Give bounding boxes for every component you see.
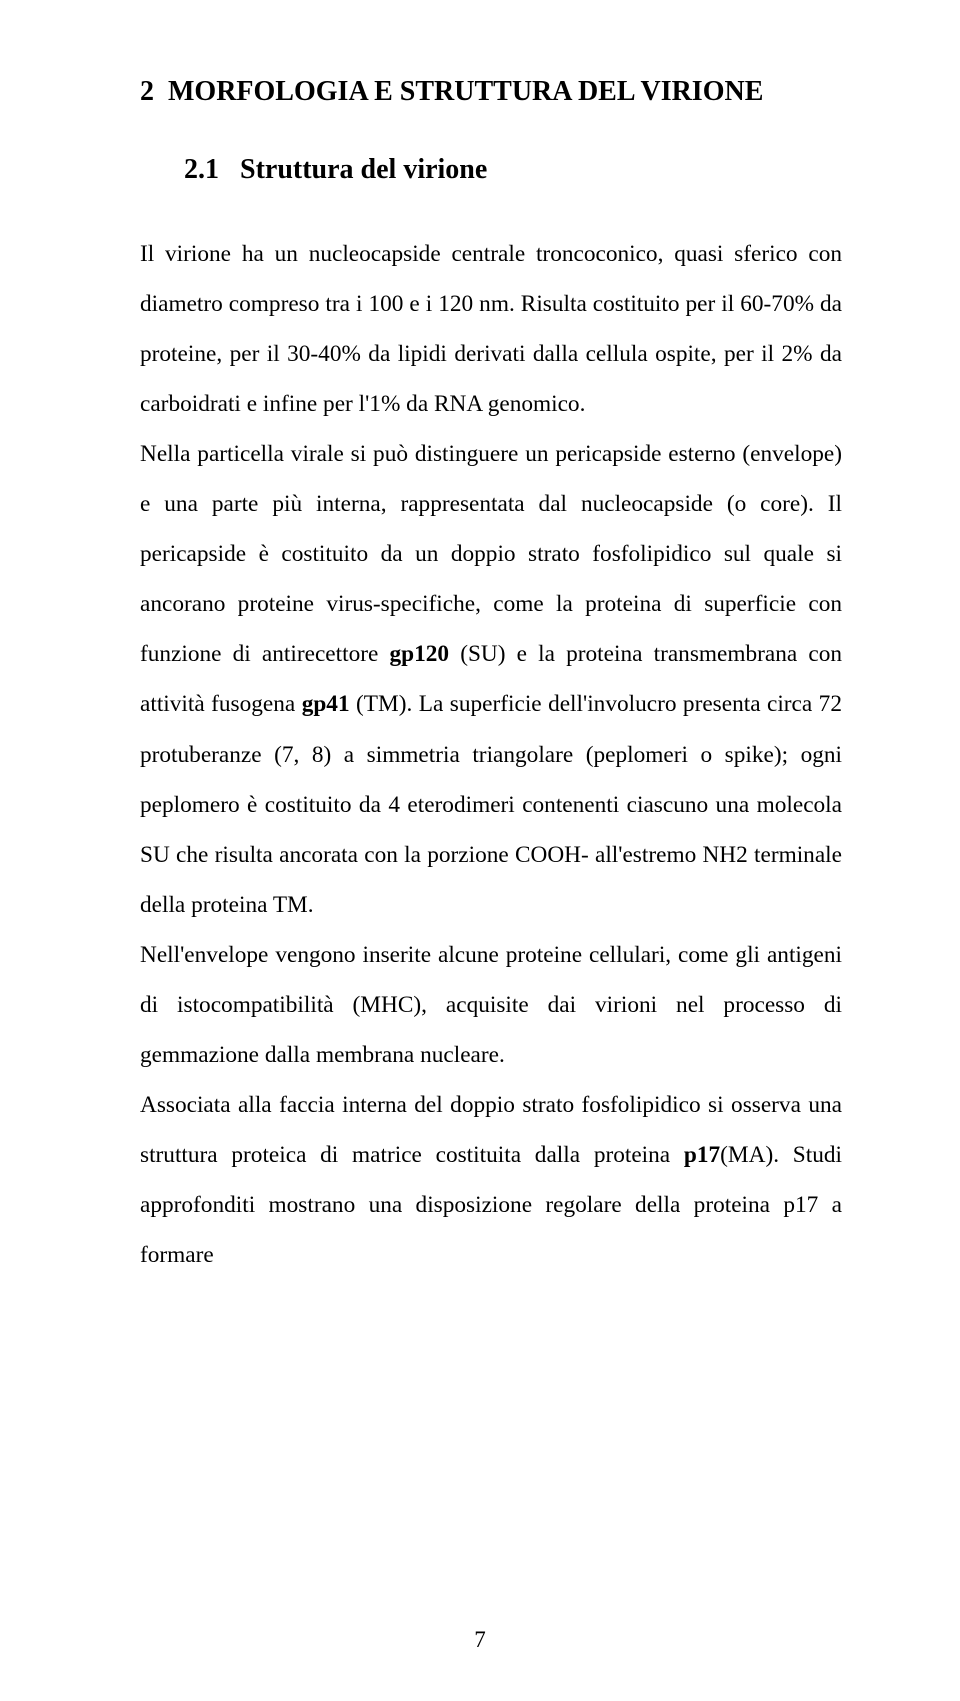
- page-number: 7: [0, 1627, 960, 1653]
- paragraph-2: Nella particella virale si può distingue…: [140, 429, 842, 930]
- section-number: 2.1: [184, 154, 219, 185]
- body-text: Nella particella virale si può distingue…: [140, 441, 842, 667]
- body-text: Il virione ha un nucleocapside centrale …: [140, 241, 842, 417]
- body-text: Nell'envelope vengono inserite alcune pr…: [140, 942, 842, 1068]
- paragraph-1: Il virione ha un nucleocapside centrale …: [140, 229, 842, 429]
- paragraph-4: Associata alla faccia interna del doppio…: [140, 1080, 842, 1280]
- chapter-heading: 2 MORFOLOGIA E STRUTTURA DEL VIRIONE: [140, 74, 842, 110]
- page: 2 MORFOLOGIA E STRUTTURA DEL VIRIONE 2.1…: [0, 0, 960, 1701]
- term-p17: p17: [684, 1142, 720, 1168]
- term-gp120: gp120: [390, 641, 450, 667]
- body-text: (TM). La superficie dell'involucro prese…: [140, 691, 842, 917]
- paragraph-3: Nell'envelope vengono inserite alcune pr…: [140, 930, 842, 1080]
- chapter-number: 2: [140, 76, 154, 107]
- section-title: Struttura del virione: [240, 154, 487, 185]
- section-heading: 2.1 Struttura del virione: [140, 152, 842, 188]
- term-gp41: gp41: [302, 691, 350, 717]
- chapter-title: MORFOLOGIA E STRUTTURA DEL VIRIONE: [168, 76, 763, 107]
